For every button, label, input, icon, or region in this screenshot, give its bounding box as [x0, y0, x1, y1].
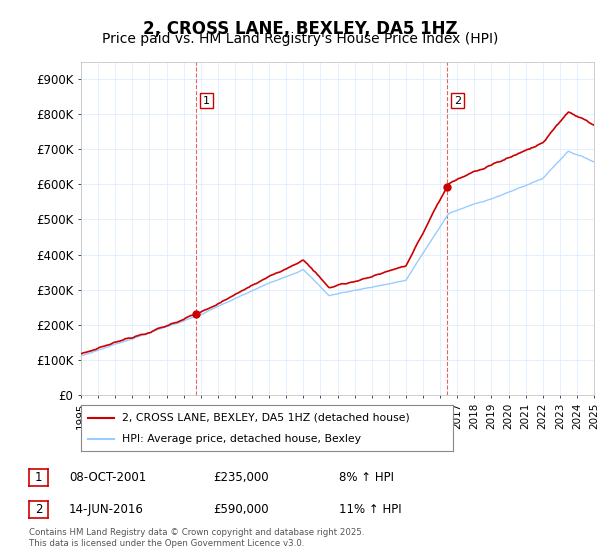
Text: 2: 2 [454, 96, 461, 106]
Point [191, 309, 201, 318]
Text: 08-OCT-2001: 08-OCT-2001 [69, 470, 146, 484]
Text: Price paid vs. HM Land Registry's House Price Index (HPI): Price paid vs. HM Land Registry's House … [102, 32, 498, 46]
Point [442, 183, 452, 192]
Text: Contains HM Land Registry data © Crown copyright and database right 2025.
This d: Contains HM Land Registry data © Crown c… [29, 528, 364, 548]
Text: 1: 1 [203, 96, 210, 106]
Text: HPI: Average price, detached house, Bexley: HPI: Average price, detached house, Bexl… [122, 435, 361, 444]
Text: 11% ↑ HPI: 11% ↑ HPI [339, 503, 401, 516]
Text: 2: 2 [35, 503, 42, 516]
Text: £235,000: £235,000 [213, 470, 269, 484]
Text: 2, CROSS LANE, BEXLEY, DA5 1HZ (detached house): 2, CROSS LANE, BEXLEY, DA5 1HZ (detached… [122, 413, 410, 423]
Text: 1: 1 [35, 470, 42, 484]
Text: £590,000: £590,000 [213, 503, 269, 516]
Text: 14-JUN-2016: 14-JUN-2016 [69, 503, 144, 516]
Text: 8% ↑ HPI: 8% ↑ HPI [339, 470, 394, 484]
Text: 2, CROSS LANE, BEXLEY, DA5 1HZ: 2, CROSS LANE, BEXLEY, DA5 1HZ [143, 20, 457, 38]
